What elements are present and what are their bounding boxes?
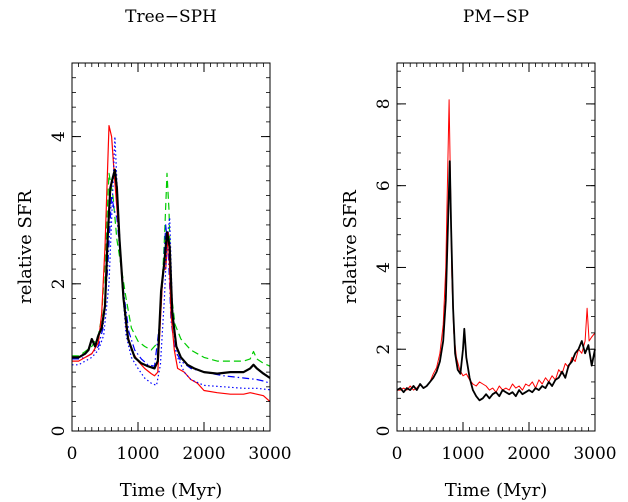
x-tick-label: 3000 (573, 444, 616, 464)
y-tick-label: 0 (49, 426, 69, 437)
x-tick-label: 0 (67, 444, 78, 464)
series-line-3 (72, 136, 271, 391)
y-axis-title: relative SFR (15, 190, 36, 304)
x-axis-title: Time (Myr) (445, 480, 547, 501)
y-tick-label: 8 (374, 98, 394, 109)
y-tick-label: 2 (374, 344, 394, 355)
x-axis-title: Time (Myr) (120, 480, 222, 501)
series-line-4 (72, 168, 271, 379)
x-tick-label: 0 (392, 444, 403, 464)
series-line-0 (397, 99, 596, 393)
x-tick-label: 2000 (182, 444, 225, 464)
series-line-2 (72, 124, 271, 403)
series-layer (72, 124, 271, 403)
x-tick-label: 1000 (441, 444, 484, 464)
x-tick-label: 3000 (248, 444, 291, 464)
y-tick-label: 2 (49, 278, 69, 289)
panel-tree-sph: Tree−SPH relative SFR Time (Myr) 0 1000 20… (15, 7, 292, 501)
plot-frame (71, 62, 271, 432)
x-tick-label: 1000 (116, 444, 159, 464)
panel-pm-sp: PM−SP relative SFR Time (Myr) 0 1000 2000 3… (340, 7, 617, 501)
plot-frame (396, 62, 596, 432)
panel-title: Tree−SPH (125, 7, 217, 27)
x-tick-label: 2000 (507, 444, 550, 464)
tick-layer: 0 1000 2000 3000 0 2 4 6 8 (374, 63, 617, 464)
panel-title: PM−SP (463, 7, 529, 27)
y-tick-label: 4 (49, 131, 69, 142)
y-tick-label: 0 (374, 426, 394, 437)
series-line-1 (396, 160, 596, 402)
y-tick-label: 4 (374, 262, 394, 273)
y-axis-title: relative SFR (340, 190, 361, 304)
series-layer (396, 99, 596, 402)
y-tick-label: 6 (374, 180, 394, 191)
